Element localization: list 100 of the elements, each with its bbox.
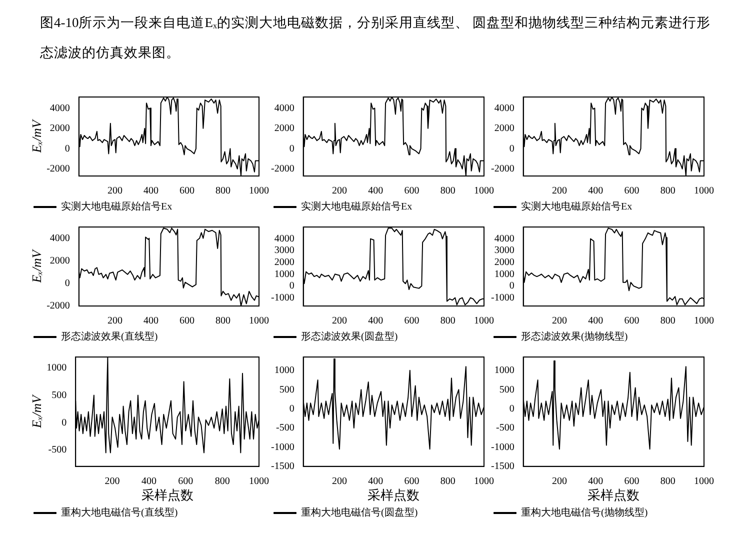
y-tick-label: 1000 (274, 365, 294, 376)
x-tick-label: 600 (624, 316, 640, 327)
x-axis-title: 采样点数 (588, 488, 640, 503)
x-tick-label: 400 (368, 316, 384, 327)
x-tick-label: 800 (660, 316, 676, 327)
x-axis-title: 采样点数 (141, 488, 194, 503)
x-tick-label: 400 (143, 186, 158, 197)
x-tick-label: 1000 (694, 186, 714, 197)
x-tick-label: 800 (440, 316, 456, 327)
y-tick-label: 0 (509, 403, 514, 414)
x-tick-label: 200 (552, 316, 567, 327)
x-tick-label: 200 (107, 186, 122, 197)
x-tick-label: 200 (107, 316, 122, 327)
y-tick-label: -500 (48, 444, 67, 456)
x-tick-label: 1000 (474, 186, 494, 197)
x-tick-label: 600 (404, 186, 420, 197)
y-tick-label: -1000 (490, 292, 514, 304)
x-axis-title: 采样点数 (368, 488, 420, 503)
x-tick-label: 800 (660, 186, 676, 197)
legend-label: 重构大地电磁信号(圆盘型) (301, 506, 418, 519)
x-tick-label: 400 (141, 476, 156, 488)
x-tick-label: 600 (404, 476, 420, 488)
x-tick-label: 1000 (249, 476, 269, 488)
y-tick-label: 2000 (50, 255, 70, 266)
x-tick-label: 200 (104, 476, 120, 488)
y-tick-label: 0 (64, 278, 70, 290)
y-tick-label: 0 (509, 280, 514, 292)
x-tick-label: 400 (368, 476, 384, 488)
y-tick-label: 500 (52, 390, 67, 401)
y-tick-label: 4000 (50, 232, 70, 244)
x-tick-label: 600 (624, 476, 640, 488)
y-tick-label: 4000 (494, 102, 514, 114)
y-tick-label: 1000 (274, 268, 294, 280)
legend-label: 实测大地电磁原始信号Ex (521, 200, 632, 213)
y-axis-title: Eₓ/mV (29, 248, 44, 284)
y-tick-label: 1000 (494, 268, 514, 280)
x-tick-label: 1000 (694, 316, 714, 327)
y-tick-label: -1500 (490, 461, 514, 472)
x-tick-label: 800 (215, 316, 230, 327)
y-tick-label: -2000 (46, 300, 70, 312)
y-tick-label: -2000 (270, 164, 294, 175)
x-tick-label: 400 (588, 186, 604, 197)
x-tick-label: 400 (143, 316, 158, 327)
y-tick-label: 3000 (274, 245, 294, 256)
y-tick-label: 4000 (274, 102, 294, 114)
y-tick-label: 0 (289, 280, 294, 292)
x-tick-label: 200 (552, 186, 567, 197)
y-tick-label: 1000 (494, 365, 514, 376)
y-axis-title: Eₓ/mV (29, 118, 44, 154)
legend-label: 形态滤波效果(抛物线型) (521, 330, 628, 343)
x-tick-label: 800 (660, 476, 676, 488)
x-tick-label: 800 (214, 476, 230, 488)
x-tick-label: 600 (178, 476, 194, 488)
legend-label: 重构大地电磁信号(直线型) (61, 506, 178, 519)
y-tick-label: 2000 (274, 257, 294, 268)
y-tick-label: 2000 (494, 123, 514, 134)
legend-label: 实测大地电磁原始信号Ex (301, 200, 412, 213)
x-tick-label: 200 (332, 186, 347, 197)
legend-label: 形态滤波效果(直线型) (61, 330, 158, 343)
legend-label: 实测大地电磁原始信号Ex (61, 200, 172, 213)
y-tick-label: 0 (509, 143, 514, 154)
y-tick-label: 4000 (50, 102, 70, 114)
legend-label: 形态滤波效果(圆盘型) (301, 330, 398, 343)
y-tick-label: 2000 (50, 123, 70, 134)
y-tick-label: 2000 (494, 257, 514, 268)
y-tick-label: 0 (289, 403, 294, 414)
x-tick-label: 400 (588, 476, 604, 488)
x-tick-label: 1000 (249, 316, 269, 327)
x-tick-label: 1000 (249, 186, 269, 197)
y-tick-label: 2000 (274, 123, 294, 134)
x-tick-label: 200 (332, 316, 347, 327)
x-tick-label: 1000 (694, 476, 714, 488)
y-tick-label: 1000 (46, 362, 67, 374)
x-tick-label: 200 (552, 476, 567, 488)
y-tick-label: 4000 (494, 233, 514, 244)
x-tick-label: 800 (440, 186, 456, 197)
y-tick-label: -2000 (46, 164, 70, 175)
y-tick-label: -500 (276, 422, 294, 434)
y-tick-label: -1000 (270, 292, 294, 304)
y-tick-label: 0 (64, 143, 70, 154)
y-tick-label: -500 (496, 422, 514, 434)
y-tick-label: -2000 (490, 164, 514, 175)
x-tick-label: 400 (368, 186, 384, 197)
x-tick-label: 800 (440, 476, 456, 488)
x-tick-label: 1000 (474, 476, 494, 488)
y-tick-label: 500 (279, 384, 294, 396)
x-tick-label: 600 (404, 316, 420, 327)
y-tick-label: -1000 (270, 442, 294, 453)
y-tick-label: -1500 (270, 461, 294, 472)
y-tick-label: 3000 (494, 245, 514, 256)
caption: 图4-10所示为一段来自电道Eₓ的实测大地电磁数据，分别采用直线型、 圆盘型和抛物线型三种结构元素进行形态滤波的仿真效果图。 (40, 14, 712, 62)
y-tick-label: -1000 (490, 442, 514, 453)
x-tick-label: 600 (624, 186, 640, 197)
y-tick-label: 500 (499, 384, 514, 396)
x-tick-label: 200 (332, 476, 347, 488)
y-axis-title: Eₓ/mV (29, 393, 44, 429)
y-tick-label: 4000 (274, 233, 294, 244)
x-tick-label: 1000 (474, 316, 494, 327)
legend-label: 重构大地电磁信号(抛物线型) (521, 506, 648, 519)
y-tick-label: 0 (289, 143, 294, 154)
